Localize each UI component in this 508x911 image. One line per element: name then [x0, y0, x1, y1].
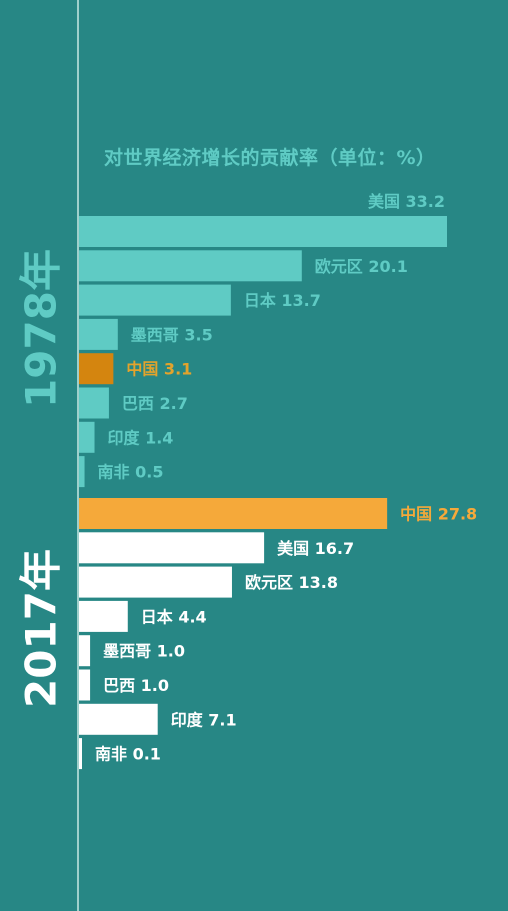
bar-label-1978年-墨西哥: 墨西哥 3.5	[131, 325, 213, 344]
bar-2017年-巴西	[79, 669, 91, 701]
bar-label-1978年-美国: 美国 33.2	[368, 192, 445, 211]
bar-1978年-中国	[79, 353, 114, 385]
bar-2017年-印度	[79, 703, 158, 735]
bar-label-1978年-南非: 南非 0.5	[98, 463, 164, 482]
bar-1978年-巴西	[79, 387, 109, 419]
bar-label-2017年-印度: 印度 7.1	[171, 710, 237, 729]
bar-2017年-中国	[79, 498, 388, 529]
bar-label-2017年-美国: 美国 16.7	[277, 539, 354, 558]
bar-label-1978年-日本: 日本 13.7	[244, 291, 321, 310]
bar-1978年-南非	[79, 456, 85, 488]
baseline-axis	[77, 0, 79, 911]
bar-label-2017年-中国: 中国 27.8	[400, 505, 477, 524]
bar-2017年-墨西哥	[79, 635, 91, 667]
bar-2017年-美国	[79, 532, 265, 564]
bar-1978年-欧元区	[79, 250, 302, 282]
bar-label-2017年-巴西: 巴西 1.0	[103, 676, 169, 695]
bar-label-2017年-墨西哥: 墨西哥 1.0	[103, 642, 185, 661]
bar-2017年-欧元区	[79, 566, 232, 598]
bar-label-2017年-欧元区: 欧元区 13.8	[245, 573, 338, 592]
bar-label-1978年-巴西: 巴西 2.7	[122, 394, 188, 413]
bar-label-1978年-印度: 印度 1.4	[108, 428, 174, 447]
bar-2017年-南非	[79, 738, 82, 770]
bar-label-1978年-欧元区: 欧元区 20.1	[315, 257, 408, 276]
bar-1978年-墨西哥	[79, 318, 118, 350]
bar-label-2017年-南非: 南非 0.1	[95, 745, 161, 764]
bar-1978年-印度	[79, 421, 95, 453]
bar-1978年-日本	[79, 284, 231, 316]
bar-1978年-美国	[79, 216, 447, 247]
bar-2017年-日本	[79, 600, 128, 632]
bar-label-1978年-中国: 中国 3.1	[126, 360, 192, 379]
chart-title: 对世界经济增长的贡献率（单位：%）	[104, 147, 436, 169]
bar-label-2017年-日本: 日本 4.4	[141, 607, 207, 626]
